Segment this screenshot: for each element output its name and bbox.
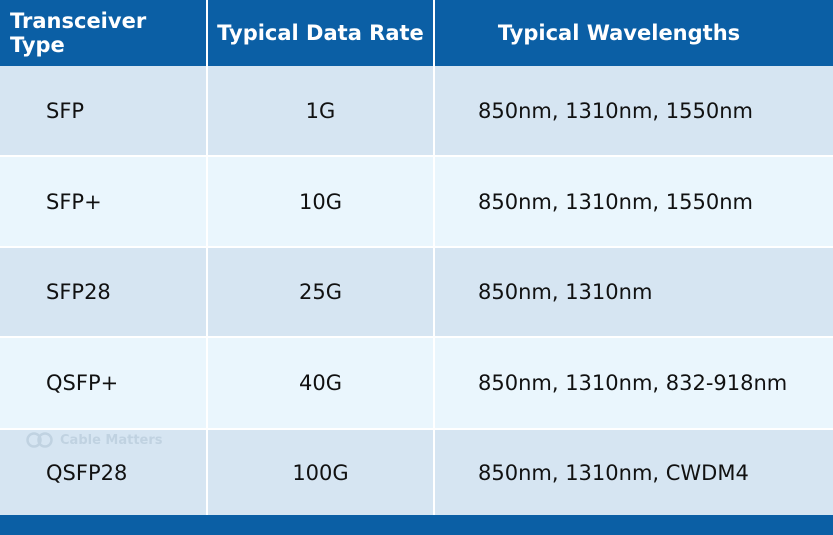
- cell-wavelengths: 850nm, 1310nm, 1550nm: [478, 98, 753, 123]
- column-divider: [433, 157, 435, 246]
- header-divider: [433, 0, 435, 66]
- header-transceiver-type: Transceiver Type: [10, 9, 147, 57]
- cell-transceiver-type: SFP28: [46, 280, 111, 304]
- table-row: QSFP+ 40G 850nm, 1310nm, 832-918nm: [0, 338, 833, 428]
- header-typical-data-rate: Typical Data Rate: [217, 21, 424, 45]
- cell-data-rate: 10G: [299, 189, 342, 214]
- table-header: Transceiver Type Typical Data Rate Typic…: [0, 0, 833, 66]
- column-divider: [206, 248, 208, 336]
- cell-transceiver-type: SFP+: [46, 189, 102, 214]
- column-divider: [433, 430, 435, 515]
- cell-transceiver-type: QSFP28: [46, 461, 128, 485]
- header-divider: [206, 0, 208, 66]
- row-divider: [0, 155, 833, 157]
- cell-transceiver-type: QSFP+: [46, 371, 119, 395]
- watermark: Cable Matters: [26, 431, 163, 449]
- cell-data-rate: 25G: [299, 280, 342, 304]
- cell-transceiver-type: SFP: [46, 98, 85, 123]
- column-divider: [206, 338, 208, 428]
- column-divider: [433, 66, 435, 155]
- cell-wavelengths: 850nm, 1310nm, CWDM4: [478, 460, 749, 485]
- column-divider: [206, 66, 208, 155]
- cell-data-rate: 1G: [305, 98, 336, 123]
- column-divider: [206, 430, 208, 515]
- row-divider: [0, 428, 833, 430]
- cell-wavelengths: 850nm, 1310nm: [478, 280, 653, 304]
- cell-data-rate: 40G: [299, 371, 342, 395]
- table-row: QSFP28 100G 850nm, 1310nm, CWDM4: [0, 430, 833, 515]
- table-row: SFP+ 10G 850nm, 1310nm, 1550nm: [0, 157, 833, 246]
- row-divider: [0, 246, 833, 248]
- table-row: SFP 1G 850nm, 1310nm, 1550nm: [0, 66, 833, 155]
- column-divider: [433, 248, 435, 336]
- table-row: SFP28 25G 850nm, 1310nm: [0, 248, 833, 336]
- cell-wavelengths: 850nm, 1310nm, 832-918nm: [478, 371, 788, 395]
- column-divider: [433, 338, 435, 428]
- column-divider: [206, 157, 208, 246]
- row-divider: [0, 336, 833, 338]
- header-typical-wavelengths: Typical Wavelengths: [497, 21, 741, 45]
- cell-wavelengths: 850nm, 1310nm, 1550nm: [478, 189, 753, 214]
- table-footer-bar: [0, 515, 833, 535]
- watermark-text: Cable Matters: [60, 432, 163, 448]
- cell-data-rate: 100G: [292, 460, 349, 485]
- cable-matters-logo-icon: [26, 431, 56, 449]
